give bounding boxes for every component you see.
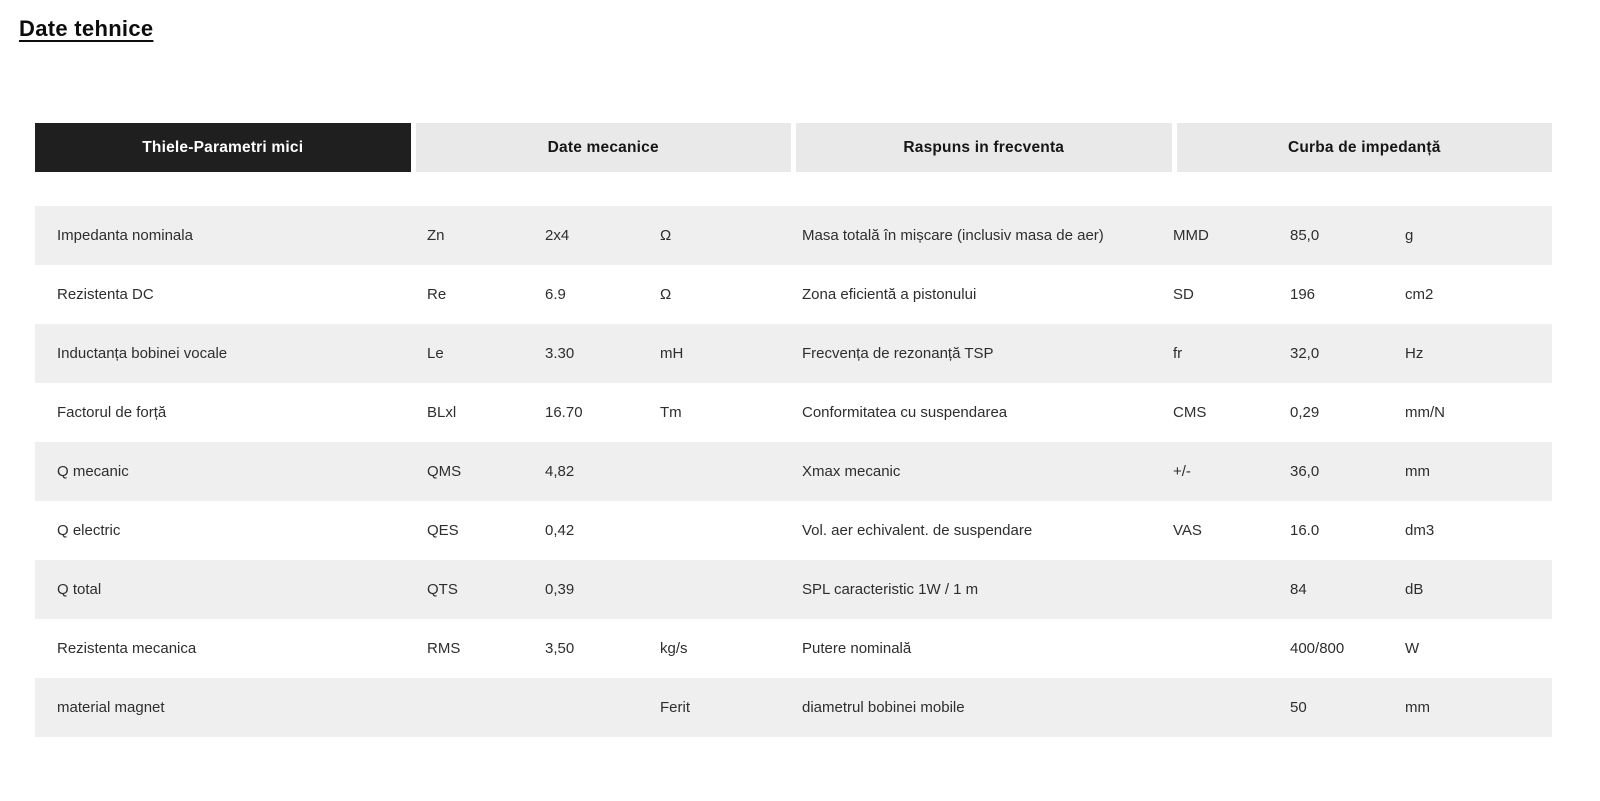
param-label-right: SPL caracteristic 1W / 1 m	[802, 581, 979, 598]
param-symbol-right: fr	[1173, 345, 1183, 362]
param-unit-right: dB	[1405, 581, 1424, 598]
table-row: Q total QTS 0,39 SPL caracteristic 1W / …	[35, 560, 1552, 619]
tab-thiele-parametri-mici[interactable]: Thiele-Parametri mici	[35, 123, 411, 172]
param-symbol-left: QES	[427, 522, 459, 539]
param-unit-right: g	[1405, 227, 1414, 244]
param-label-left: Rezistenta mecanica	[57, 640, 197, 657]
table-row: Rezistenta DC Re 6.9 Ω Zona eficientă a …	[35, 265, 1552, 324]
param-symbol-left: QTS	[427, 581, 458, 598]
param-value-left: 3.30	[545, 345, 575, 362]
tab-curba-de-impedanta[interactable]: Curba de impedanță	[1176, 123, 1552, 172]
param-unit-right: mm	[1405, 463, 1430, 480]
param-label-right: Conformitatea cu suspendarea	[802, 404, 1008, 421]
table-row: Rezistenta mecanica RMS 3,50 kg/s Putere…	[35, 619, 1552, 678]
param-value-right: 50	[1290, 699, 1307, 716]
param-value-right: 85,0	[1290, 227, 1320, 244]
param-value-right: 84	[1290, 581, 1307, 598]
param-unit-right: mm/N	[1405, 404, 1445, 421]
param-label-right: Putere nominală	[802, 640, 912, 657]
param-unit-left: mH	[660, 345, 684, 362]
param-value-right: 16.0	[1290, 522, 1320, 539]
param-unit-right: cm2	[1405, 286, 1434, 303]
param-unit-right: Hz	[1405, 345, 1424, 362]
table-row: Impedanta nominala Zn 2x4 Ω Masa totală …	[35, 206, 1552, 265]
table-row: Q mecanic QMS 4,82 Xmax mecanic +/- 36,0…	[35, 442, 1552, 501]
param-unit-right: mm	[1405, 699, 1430, 716]
spec-table: Impedanta nominala Zn 2x4 Ω Masa totală …	[35, 206, 1552, 737]
param-unit-left: Ω	[660, 227, 672, 244]
param-value-left: 3,50	[545, 640, 575, 657]
param-symbol-left: Re	[427, 286, 447, 303]
param-label-right: Masa totală în mișcare (inclusiv masa de…	[802, 227, 1104, 244]
param-value-right: 36,0	[1290, 463, 1320, 480]
param-label-left: Q electric	[57, 522, 121, 539]
param-label-right: Frecvența de rezonanță TSP	[802, 345, 994, 362]
param-symbol-right: VAS	[1173, 522, 1202, 539]
param-unit-left: Ferit	[660, 699, 690, 716]
param-unit-left: kg/s	[660, 640, 688, 657]
param-label-right: Vol. aer echivalent. de suspendare	[802, 522, 1033, 539]
param-symbol-left: QMS	[427, 463, 462, 480]
param-value-right: 0,29	[1290, 404, 1320, 421]
param-label-right: Xmax mecanic	[802, 463, 901, 480]
param-label-left: Rezistenta DC	[57, 286, 154, 303]
tab-bar: Thiele-Parametri mici Date mecanice Rasp…	[35, 123, 1552, 172]
param-value-left: 0,42	[545, 522, 575, 539]
param-value-left: 0,39	[545, 581, 575, 598]
param-label-left: Factorul de forță	[57, 404, 167, 421]
param-label-left: Q total	[57, 581, 102, 598]
param-unit-left: Tm	[660, 404, 682, 421]
table-row: Q electric QES 0,42 Vol. aer echivalent.…	[35, 501, 1552, 560]
param-value-left: 2x4	[545, 227, 570, 244]
param-symbol-left: BLxl	[427, 404, 457, 421]
param-value-left: 6.9	[545, 286, 566, 303]
param-value-right: 32,0	[1290, 345, 1320, 362]
param-unit-right: dm3	[1405, 522, 1435, 539]
param-unit-left: Ω	[660, 286, 672, 303]
page-title: Date tehnice	[19, 16, 154, 41]
table-row: Inductanța bobinei vocale Le 3.30 mH Fre…	[35, 324, 1552, 383]
param-symbol-left: Zn	[427, 227, 445, 244]
param-label-left: Inductanța bobinei vocale	[57, 345, 228, 362]
param-symbol-right: +/-	[1173, 463, 1191, 480]
param-label-right: Zona eficientă a pistonului	[802, 286, 977, 303]
param-symbol-right: CMS	[1173, 404, 1207, 421]
param-unit-right: W	[1405, 640, 1420, 657]
param-symbol-right: SD	[1173, 286, 1194, 303]
param-symbol-left: RMS	[427, 640, 461, 657]
param-value-right: 196	[1290, 286, 1316, 303]
param-value-left: 4,82	[545, 463, 575, 480]
param-label-left: Q mecanic	[57, 463, 129, 480]
tab-date-mecanice[interactable]: Date mecanice	[415, 123, 791, 172]
table-row: Factorul de forță BLxl 16.70 Tm Conformi…	[35, 383, 1552, 442]
param-label-right: diametrul bobinei mobile	[802, 699, 965, 716]
tab-raspuns-in-frecventa[interactable]: Raspuns in frecventa	[796, 123, 1172, 172]
table-row: material magnet Ferit diametrul bobinei …	[35, 678, 1552, 737]
param-label-left: material magnet	[57, 699, 165, 716]
param-value-right: 400/800	[1290, 640, 1345, 657]
param-symbol-right: MMD	[1173, 227, 1209, 244]
param-label-left: Impedanta nominala	[57, 227, 193, 244]
param-value-left: 16.70	[545, 404, 583, 421]
param-symbol-left: Le	[427, 345, 444, 362]
